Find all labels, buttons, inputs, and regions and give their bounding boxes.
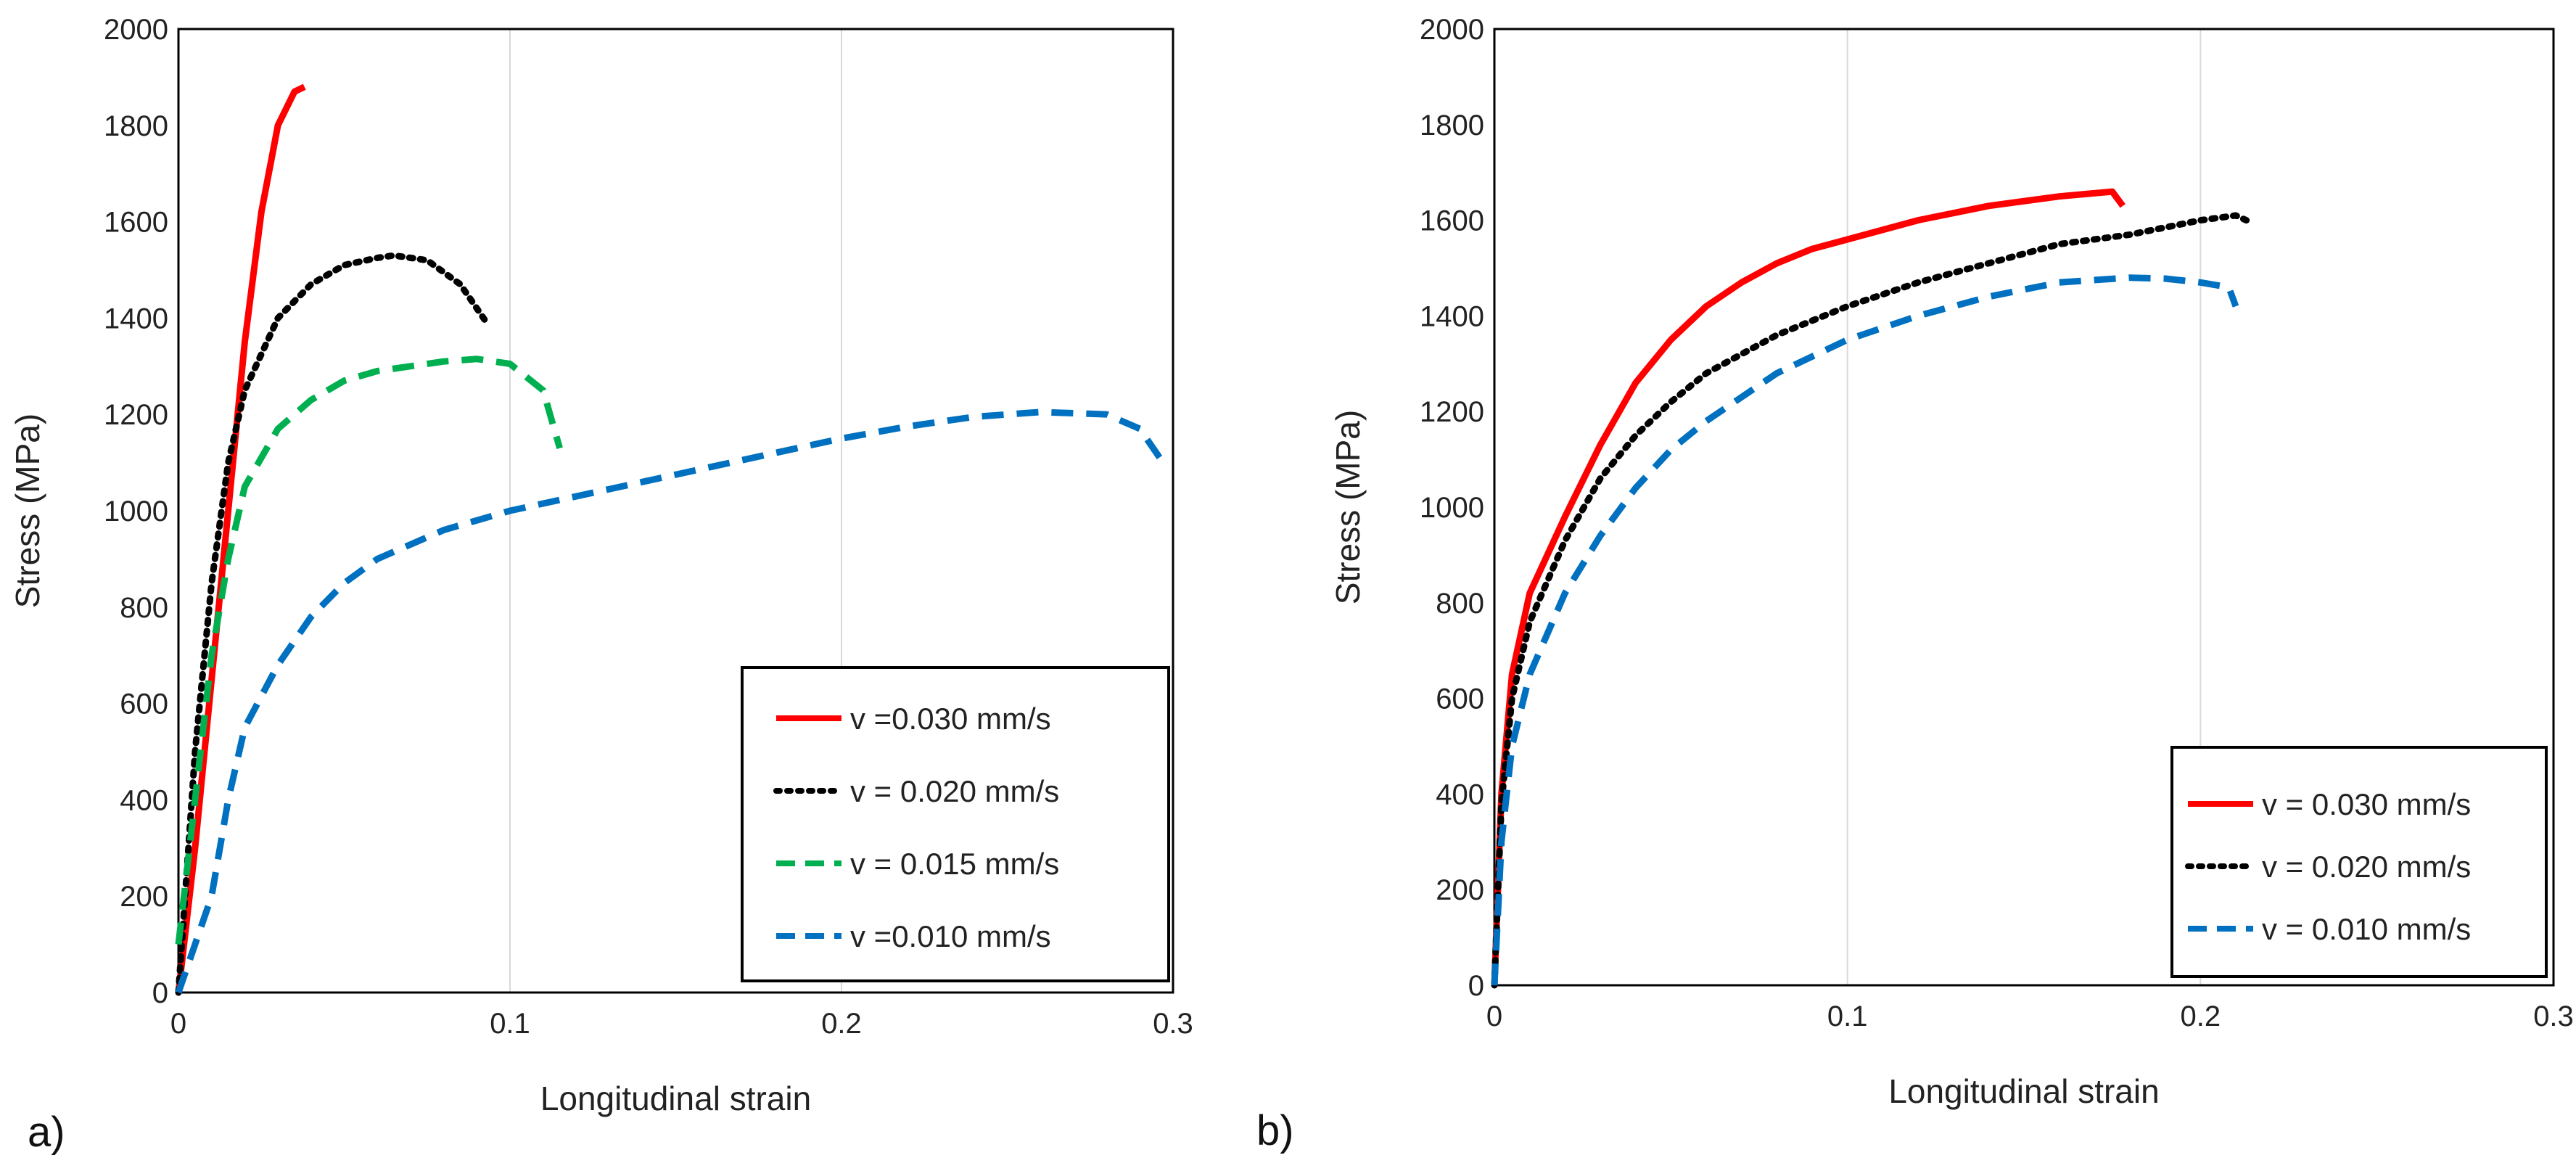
- x-tick-label: 0.2: [2181, 1001, 2221, 1032]
- y-tick-label: 600: [1436, 683, 1484, 715]
- y-tick-label: 200: [1436, 874, 1484, 906]
- legend-label: v = 0.010 mm/s: [2262, 912, 2471, 946]
- legend-label: v =0.010 mm/s: [850, 919, 1051, 953]
- chart-b: 0 200 400 600 800 1000 1200 1400 1600 1800 2000 0 0.…: [1256, 14, 2574, 1154]
- panel-label: b): [1256, 1107, 1294, 1154]
- panel-label: a): [28, 1109, 65, 1156]
- y-tick-label: 0: [152, 977, 168, 1009]
- y-tick-label: 1800: [1420, 110, 1484, 141]
- series-line: [175, 356, 563, 945]
- x-axis-label: Longitudinal strain: [1888, 1072, 2159, 1110]
- series-line: [175, 408, 1166, 994]
- x-tick-label: 0: [1486, 1001, 1502, 1032]
- y-tick-label: 1000: [1420, 492, 1484, 524]
- y-tick-label: 800: [1436, 588, 1484, 620]
- y-tick-label: 200: [120, 881, 168, 913]
- y-tick-label: 400: [120, 784, 168, 816]
- legend-label: v = 0.015 mm/s: [850, 847, 1059, 881]
- y-axis-label: Stress (MPa): [1329, 410, 1367, 604]
- series-line: [175, 252, 490, 996]
- series-line: [1491, 212, 2250, 989]
- y-tick-label: 400: [1436, 778, 1484, 810]
- y-tick-label: 0: [1468, 970, 1484, 1002]
- y-tick-label: 2000: [104, 14, 168, 46]
- x-axis-label: Longitudinal strain: [540, 1080, 811, 1117]
- y-tick-label: 2000: [1420, 14, 1484, 46]
- series-line: [1491, 188, 2126, 986]
- plot-frame: [177, 28, 1174, 994]
- legend-box: [2170, 746, 2548, 978]
- chart-a: 0 200 400 600 800 1000 1200 1400 1600 1800 2000 0 0.…: [9, 14, 1193, 1156]
- x-tick-label: 0.2: [821, 1008, 862, 1040]
- x-tick-label: 0.3: [1153, 1008, 1193, 1040]
- y-tick-label: 1400: [1420, 300, 1484, 332]
- y-tick-label: 600: [120, 689, 168, 720]
- y-tick-label: 1200: [1420, 396, 1484, 428]
- legend-label: v = 0.030 mm/s: [2262, 787, 2471, 821]
- y-tick-label: 1800: [104, 110, 168, 142]
- y-tick-label: 1600: [104, 207, 168, 239]
- x-tick-label: 0.3: [2533, 1001, 2574, 1032]
- y-tick-label: 1400: [104, 303, 168, 334]
- legend-label: v = 0.020 mm/s: [850, 774, 1059, 808]
- x-tick-label: 0.1: [490, 1008, 530, 1040]
- y-tick-label: 800: [120, 592, 168, 624]
- legend-label: v = 0.020 mm/s: [2262, 850, 2471, 884]
- y-tick-label: 1000: [104, 496, 168, 527]
- x-tick-label: 0.1: [1827, 1001, 1868, 1032]
- y-tick-label: 1200: [104, 399, 168, 431]
- x-tick-label: 0: [170, 1008, 186, 1040]
- series-line: [175, 83, 306, 993]
- series-line: [1491, 274, 2239, 986]
- y-tick-label: 1600: [1420, 205, 1484, 237]
- plot-frame: [1493, 28, 2555, 987]
- y-axis-label: Stress (MPa): [9, 414, 46, 608]
- legend-label: v =0.030 mm/s: [850, 702, 1051, 736]
